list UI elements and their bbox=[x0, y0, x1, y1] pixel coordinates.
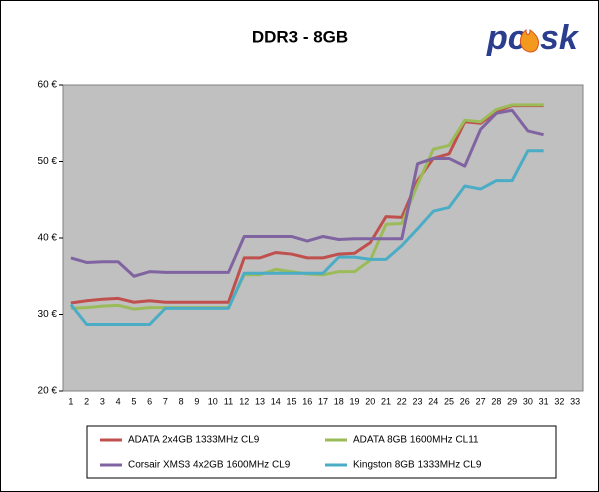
y-tick-label: 20 € bbox=[38, 386, 58, 397]
x-tick-label: 14 bbox=[271, 396, 281, 406]
x-tick-label: 31 bbox=[539, 396, 549, 406]
x-tick-label: 32 bbox=[554, 396, 564, 406]
x-tick-label: 26 bbox=[460, 396, 470, 406]
x-tick-label: 23 bbox=[413, 396, 423, 406]
x-tick-label: 16 bbox=[302, 396, 312, 406]
x-tick-label: 9 bbox=[194, 396, 199, 406]
x-tick-label: 8 bbox=[179, 396, 184, 406]
x-tick-label: 13 bbox=[255, 396, 265, 406]
legend-label: Corsair XMS3 4x2GB 1600MHz CL9 bbox=[128, 460, 291, 471]
x-tick-label: 15 bbox=[286, 396, 296, 406]
x-tick-label: 1 bbox=[68, 396, 73, 406]
y-tick-label: 60 € bbox=[38, 80, 58, 91]
x-tick-label: 21 bbox=[381, 396, 391, 406]
x-tick-label: 4 bbox=[116, 396, 121, 406]
y-tick-label: 50 € bbox=[38, 156, 58, 167]
x-tick-label: 17 bbox=[318, 396, 328, 406]
chart-title: DDR3 - 8GB bbox=[252, 27, 348, 46]
x-tick-label: 33 bbox=[570, 396, 580, 406]
x-tick-label: 10 bbox=[208, 396, 218, 406]
x-tick-label: 2 bbox=[84, 396, 89, 406]
x-tick-label: 3 bbox=[100, 396, 105, 406]
logo: pc sk bbox=[486, 19, 580, 57]
logo-text: sk bbox=[540, 19, 580, 57]
x-tick-label: 28 bbox=[491, 396, 501, 406]
x-tick-label: 11 bbox=[224, 396, 233, 406]
legend-label: ADATA 2x4GB 1333MHz CL9 bbox=[128, 435, 260, 446]
x-tick-label: 18 bbox=[334, 396, 344, 406]
x-tick-label: 19 bbox=[350, 396, 360, 406]
x-tick-label: 12 bbox=[239, 396, 249, 406]
legend bbox=[86, 425, 557, 479]
x-tick-label: 6 bbox=[147, 396, 152, 406]
x-tick-label: 29 bbox=[507, 396, 517, 406]
y-tick-label: 30 € bbox=[38, 309, 58, 320]
x-tick-label: 7 bbox=[163, 396, 168, 406]
x-tick-label: 24 bbox=[428, 396, 438, 406]
logo-text: pc bbox=[486, 19, 527, 57]
x-tick-label: 25 bbox=[444, 396, 454, 406]
legend-label: ADATA 8GB 1600MHz CL11 bbox=[353, 435, 479, 446]
x-tick-label: 20 bbox=[365, 396, 375, 406]
legend-label: Kingston 8GB 1333MHz CL9 bbox=[353, 460, 482, 471]
x-tick-label: 27 bbox=[476, 396, 486, 406]
x-tick-label: 30 bbox=[523, 396, 533, 406]
x-tick-label: 22 bbox=[397, 396, 407, 406]
series-line bbox=[69, 149, 544, 326]
y-tick-label: 40 € bbox=[38, 233, 58, 244]
series-line bbox=[70, 108, 544, 278]
x-tick-label: 5 bbox=[131, 396, 136, 406]
logo-flame bbox=[520, 28, 539, 53]
